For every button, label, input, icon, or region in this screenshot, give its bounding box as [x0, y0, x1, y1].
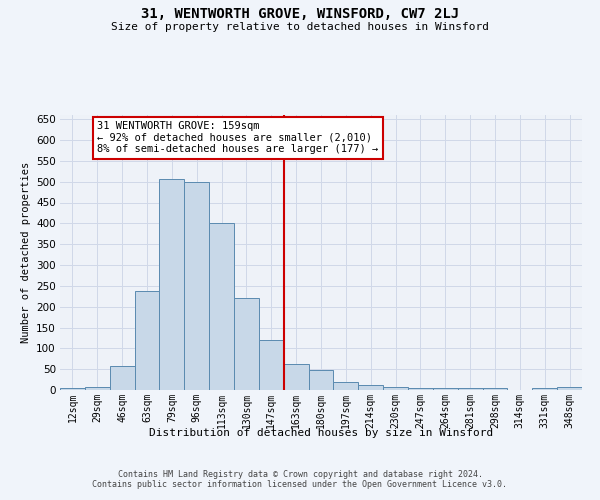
Bar — [184, 182, 209, 390]
Bar — [134, 291, 160, 390]
Bar — [234, 298, 259, 390]
Bar — [334, 382, 358, 390]
Bar — [284, 364, 308, 390]
Text: Distribution of detached houses by size in Winsford: Distribution of detached houses by size … — [149, 428, 493, 438]
Text: Contains HM Land Registry data © Crown copyright and database right 2024.: Contains HM Land Registry data © Crown c… — [118, 470, 482, 479]
Bar — [557, 386, 582, 390]
Text: Size of property relative to detached houses in Winsford: Size of property relative to detached ho… — [111, 22, 489, 32]
Bar — [209, 224, 234, 390]
Text: Contains public sector information licensed under the Open Government Licence v3: Contains public sector information licen… — [92, 480, 508, 489]
Bar — [458, 388, 482, 390]
Bar — [160, 179, 184, 390]
Bar — [358, 385, 383, 390]
Bar — [110, 366, 134, 390]
Y-axis label: Number of detached properties: Number of detached properties — [20, 162, 31, 343]
Bar — [482, 388, 508, 390]
Bar — [308, 370, 334, 390]
Bar — [85, 386, 110, 390]
Text: 31, WENTWORTH GROVE, WINSFORD, CW7 2LJ: 31, WENTWORTH GROVE, WINSFORD, CW7 2LJ — [141, 8, 459, 22]
Bar — [383, 386, 408, 390]
Bar — [433, 388, 458, 390]
Bar — [259, 340, 284, 390]
Text: 31 WENTWORTH GROVE: 159sqm
← 92% of detached houses are smaller (2,010)
8% of se: 31 WENTWORTH GROVE: 159sqm ← 92% of deta… — [97, 121, 379, 154]
Bar — [60, 388, 85, 390]
Bar — [408, 388, 433, 390]
Bar — [532, 388, 557, 390]
